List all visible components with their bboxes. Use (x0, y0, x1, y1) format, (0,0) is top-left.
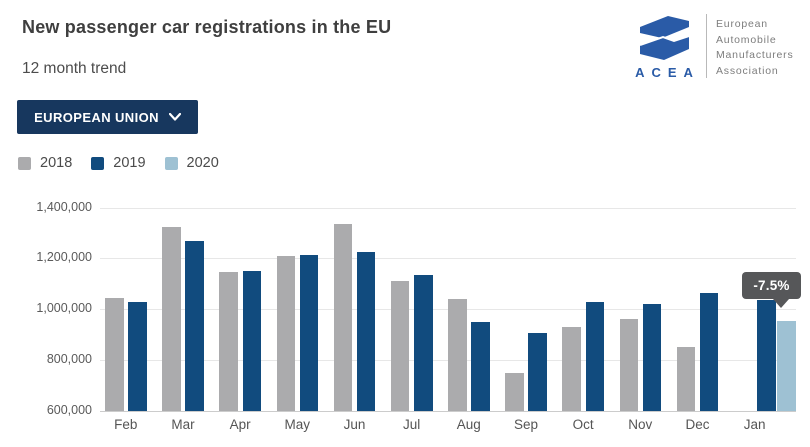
org-name-line: Automobile (716, 33, 777, 46)
acea-logo-mark: ACEA (626, 12, 702, 80)
bar-2018-jun[interactable] (333, 224, 353, 411)
y-axis-tick-label: 800,000 (46, 352, 92, 367)
bar-2018-sep[interactable] (505, 372, 524, 411)
legend-swatch-2020 (164, 156, 178, 170)
x-axis-label: Oct (572, 417, 594, 432)
org-name-line: Manufacturers (716, 49, 794, 61)
logo-divider (706, 14, 707, 78)
y-gridline (100, 258, 796, 260)
bar-2019-may[interactable] (299, 254, 319, 411)
bar-2018-jul[interactable] (390, 281, 410, 411)
legend-item-2019[interactable]: 2019 (91, 155, 146, 171)
legend-label: 2020 (186, 155, 219, 171)
x-axis-label: Mar (171, 417, 195, 432)
tooltip-pointer-icon (773, 299, 789, 308)
x-axis-label: Jan (743, 417, 766, 432)
legend-label: 2018 (40, 155, 73, 171)
bar-2019-apr[interactable] (242, 271, 261, 411)
region-selector-label: EUROPEAN UNION (34, 109, 159, 125)
x-axis-label: Nov (628, 417, 653, 432)
org-name-line: European (716, 18, 768, 30)
y-gridline (100, 411, 796, 412)
bar-2018-aug[interactable] (448, 299, 467, 411)
page-title: New passenger car registrations in the E… (22, 17, 392, 37)
bar-2018-mar[interactable] (162, 226, 181, 411)
bar-2018-nov[interactable] (619, 319, 638, 411)
bar-2018-may[interactable] (276, 255, 295, 411)
x-axis-label: Jun (343, 417, 366, 432)
legend-label: 2019 (113, 155, 146, 171)
region-selector-button[interactable]: EUROPEAN UNION (17, 100, 198, 134)
change-tooltip: -7.5% (742, 272, 801, 308)
page-subtitle: 12 month trend (22, 60, 127, 77)
y-axis-tick-label: 1,400,000 (36, 199, 92, 214)
acea-logo: ACEA European Automobile Manufacturers A… (626, 12, 794, 80)
bar-2019-oct[interactable] (585, 301, 605, 411)
y-axis-tick-label: 1,200,000 (36, 250, 92, 265)
bar-2019-mar[interactable] (185, 240, 204, 411)
x-axis-label: Dec (685, 417, 710, 432)
legend-swatch-2018 (18, 156, 31, 170)
x-axis-label: Sep (513, 417, 539, 432)
legend-item-2020[interactable]: 2020 (164, 155, 219, 171)
bar-2018-feb[interactable] (105, 297, 124, 411)
x-axis-label: Jul (403, 417, 421, 432)
bar-2018-dec[interactable] (676, 347, 696, 411)
change-tooltip-label: -7.5% (753, 278, 790, 293)
bar-2019-nov[interactable] (642, 304, 662, 411)
bar-2019-aug[interactable] (471, 322, 490, 411)
x-axis-label: Feb (114, 417, 138, 432)
legend-item-2018[interactable]: 2018 (18, 155, 72, 171)
bar-2019-jul[interactable] (414, 274, 433, 411)
y-gridline (100, 207, 796, 209)
bar-2019-jun[interactable] (356, 252, 376, 411)
legend-swatch-2019 (91, 156, 105, 170)
org-name: European Automobile Manufacturers Associ… (716, 12, 794, 80)
org-name-line: Association (716, 64, 779, 77)
bar-2019-sep[interactable] (528, 333, 547, 411)
bar-2019-jan[interactable] (757, 300, 776, 411)
x-axis-label: Apr (229, 417, 251, 432)
bar-2019-dec[interactable] (699, 292, 719, 411)
chevron-down-icon (168, 113, 181, 121)
acea-logo-icon (639, 16, 690, 60)
y-axis-tick-label: 1,000,000 (36, 301, 92, 316)
bar-2018-oct[interactable] (562, 327, 581, 411)
bar-2019-feb[interactable] (128, 301, 147, 411)
bar-2018-apr[interactable] (219, 272, 238, 411)
x-axis-label: Aug (456, 417, 481, 432)
x-axis-label: May (284, 417, 311, 432)
bar-2020-jan[interactable] (777, 320, 796, 411)
y-axis-tick-label: 600,000 (46, 403, 92, 417)
acea-acronym: ACEA (635, 65, 700, 80)
chart-legend: 2018 2019 2020 (18, 155, 219, 171)
